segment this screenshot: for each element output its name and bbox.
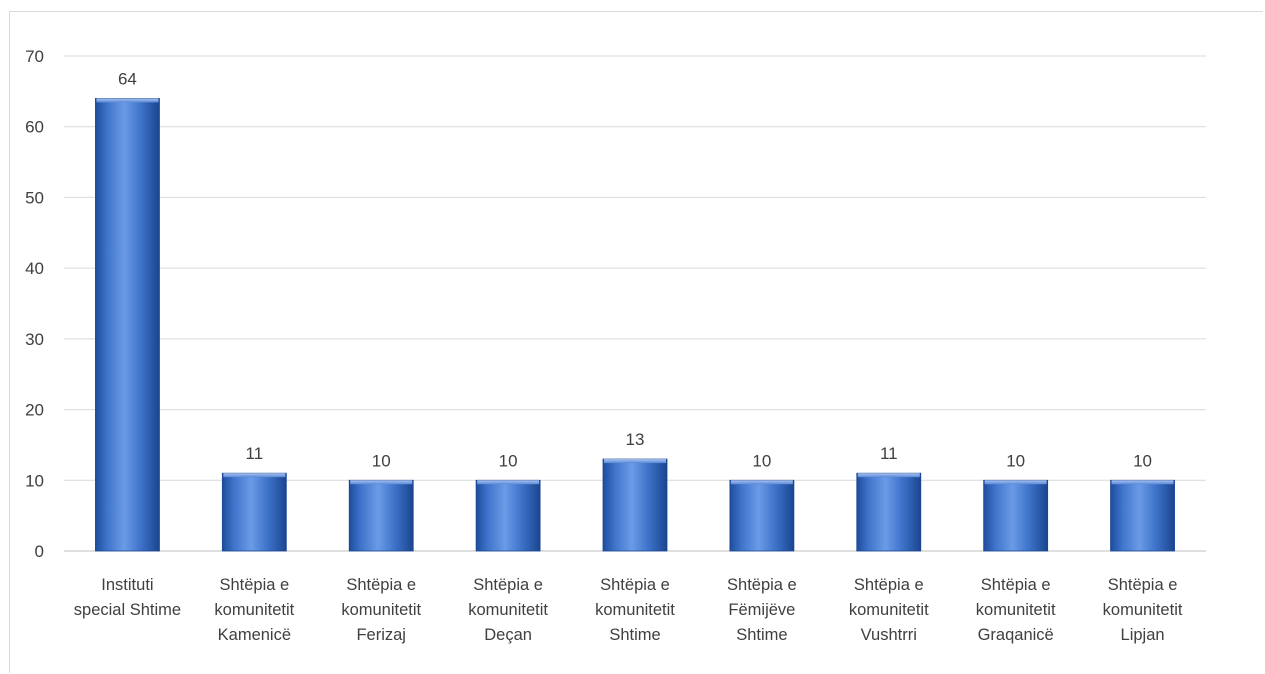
bar xyxy=(602,458,668,552)
x-category-label-line: Shtëpia e xyxy=(981,576,1051,594)
x-category-label: Shtëpia e komunitetit Ferizaj xyxy=(341,576,421,644)
bar xyxy=(856,472,922,552)
bars xyxy=(95,98,1175,552)
bar xyxy=(221,472,287,552)
x-category-label-line: Vushtrri xyxy=(861,626,917,644)
y-tick-label: 0 xyxy=(35,542,44,561)
x-category-label-line: Instituti xyxy=(101,576,153,594)
y-tick-label: 40 xyxy=(25,259,44,278)
x-category-label-line: komunitetit xyxy=(595,601,675,619)
x-category-label-line: komunitetit xyxy=(1103,601,1183,619)
x-category-label-line: Shtëpia e xyxy=(727,576,797,594)
x-category-label-line: komunitetit xyxy=(976,601,1056,619)
x-category-label-line: komunitetit xyxy=(849,601,929,619)
y-tick-label: 70 xyxy=(25,47,44,66)
bar-highlight xyxy=(604,459,666,464)
x-category-label-line: Shtëpia e xyxy=(854,576,924,594)
x-category-label: Instituti special Shtime xyxy=(74,576,181,619)
x-category-label-line: Lipjan xyxy=(1121,626,1165,644)
bar-highlight xyxy=(96,98,159,103)
x-category-label: Shtëpia e komunitetit Shtime xyxy=(595,576,675,644)
x-axis-categories: Instituti special Shtime Shtëpia e komunite… xyxy=(74,576,1183,644)
data-label: 13 xyxy=(626,430,645,449)
x-category-label: Shtëpia e Fëmijëve Shtime xyxy=(727,576,797,644)
y-axis-ticks: 0 10 20 30 40 50 60 70 xyxy=(25,47,44,561)
chart-frame xyxy=(9,11,1263,673)
data-label: 10 xyxy=(372,451,391,470)
x-category-label-line: Shtime xyxy=(609,626,660,644)
x-category-label-line: komunitetit xyxy=(468,601,548,619)
y-tick-label: 10 xyxy=(25,471,44,490)
bar-highlight xyxy=(857,473,920,478)
bar xyxy=(729,479,795,552)
x-category-label-line: Deçan xyxy=(484,626,532,644)
bar xyxy=(1110,479,1175,552)
x-category-label-line: Ferizaj xyxy=(356,626,406,644)
x-category-label-line: Shtëpia e xyxy=(346,576,416,594)
y-tick-label: 30 xyxy=(25,330,44,349)
data-label: 10 xyxy=(1133,451,1152,470)
x-category-label-line: Fëmijëve xyxy=(728,601,795,619)
bar xyxy=(348,479,414,552)
x-category-label-line: Shtëpia e xyxy=(600,576,670,594)
bar-highlight xyxy=(984,480,1047,485)
data-label: 11 xyxy=(246,444,264,463)
data-label: 11 xyxy=(880,444,898,463)
x-category-label-line: Graqanicë xyxy=(978,626,1054,644)
bar-highlight xyxy=(350,480,413,485)
data-labels: 64 11 10 10 13 10 11 10 10 xyxy=(118,69,1152,470)
data-label: 10 xyxy=(752,451,771,470)
x-category-label: Shtëpia e komunitetit Kamenicë xyxy=(214,576,294,644)
x-category-label-line: komunitetit xyxy=(341,601,421,619)
bar xyxy=(95,98,160,552)
x-category-label-line: Shtëpia e xyxy=(1108,576,1178,594)
bar xyxy=(983,479,1049,552)
bar-highlight xyxy=(477,480,540,485)
x-category-label-line: special Shtime xyxy=(74,601,181,619)
x-category-label-line: Shtëpia e xyxy=(473,576,543,594)
x-category-label-line: Shtëpia e xyxy=(219,576,289,594)
y-tick-label: 20 xyxy=(25,401,44,420)
bar-highlight xyxy=(223,473,286,478)
data-label: 10 xyxy=(499,451,518,470)
x-category-label-line: Shtime xyxy=(736,626,787,644)
x-category-label: Shtëpia e komunitetit Lipjan xyxy=(1103,576,1183,644)
bar-highlight xyxy=(1111,480,1174,485)
bar-highlight xyxy=(730,480,793,485)
x-category-label: Shtëpia e komunitetit Graqanicë xyxy=(976,576,1056,644)
bar xyxy=(475,479,541,552)
x-category-label: Shtëpia e komunitetit Vushtrri xyxy=(849,576,929,644)
x-category-label-line: Kamenicë xyxy=(218,626,291,644)
x-category-label: Shtëpia e komunitetit Deçan xyxy=(468,576,548,644)
y-tick-label: 50 xyxy=(25,188,44,207)
data-label: 64 xyxy=(118,69,137,88)
y-tick-label: 60 xyxy=(25,118,44,137)
x-category-label-line: komunitetit xyxy=(214,601,294,619)
data-label: 10 xyxy=(1006,451,1025,470)
